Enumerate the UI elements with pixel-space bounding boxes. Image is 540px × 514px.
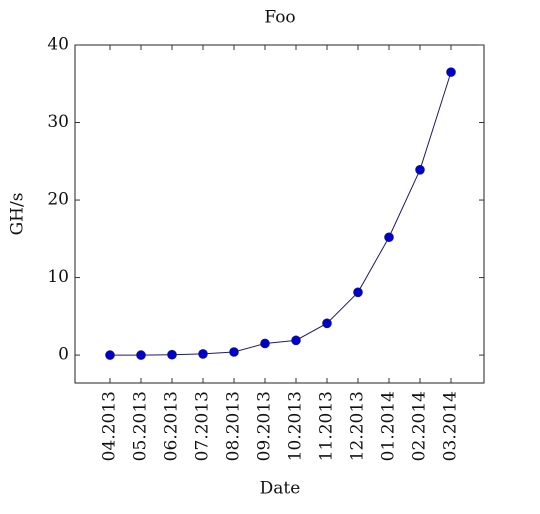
y-tick-label: 30 — [47, 112, 69, 132]
data-point — [229, 347, 239, 357]
data-line — [110, 71, 452, 356]
data-point — [260, 338, 270, 349]
data-point — [167, 349, 177, 360]
x-tick-label: 04.2013 — [100, 391, 120, 461]
x-tick-label: 05.2013 — [131, 391, 151, 461]
x-tick-label: 02.2014 — [410, 391, 430, 461]
y-tick-label: 10 — [47, 267, 69, 287]
x-tick-label: 01.2014 — [379, 391, 399, 461]
y-tick-label: 40 — [47, 35, 69, 55]
plot-frame — [74, 44, 485, 384]
data-point — [291, 335, 301, 346]
data-point — [446, 67, 456, 77]
data-point — [415, 165, 425, 175]
x-tick-label: 10.2013 — [286, 391, 306, 461]
chart-title: Foo — [264, 8, 295, 28]
x-tick-label: 12.2013 — [348, 391, 368, 461]
data-point — [198, 349, 208, 359]
y-axis-label: GH/s — [8, 193, 28, 236]
x-axis-label: Date — [260, 479, 301, 499]
x-tick-label: 06.2013 — [162, 391, 182, 461]
data-point — [105, 350, 115, 360]
x-tick-label: 07.2013 — [193, 391, 213, 461]
y-tick-label: 0 — [58, 345, 69, 365]
data-point — [353, 287, 363, 298]
x-tick-label: 11.2013 — [317, 391, 337, 461]
data-point — [136, 350, 146, 360]
y-tick-label: 20 — [47, 190, 69, 210]
x-tick-label: 08.2013 — [224, 391, 244, 461]
x-tick-label: 09.2013 — [255, 391, 275, 461]
data-point — [384, 232, 394, 243]
x-tick-label: 03.2014 — [441, 391, 461, 461]
data-point — [322, 318, 332, 329]
